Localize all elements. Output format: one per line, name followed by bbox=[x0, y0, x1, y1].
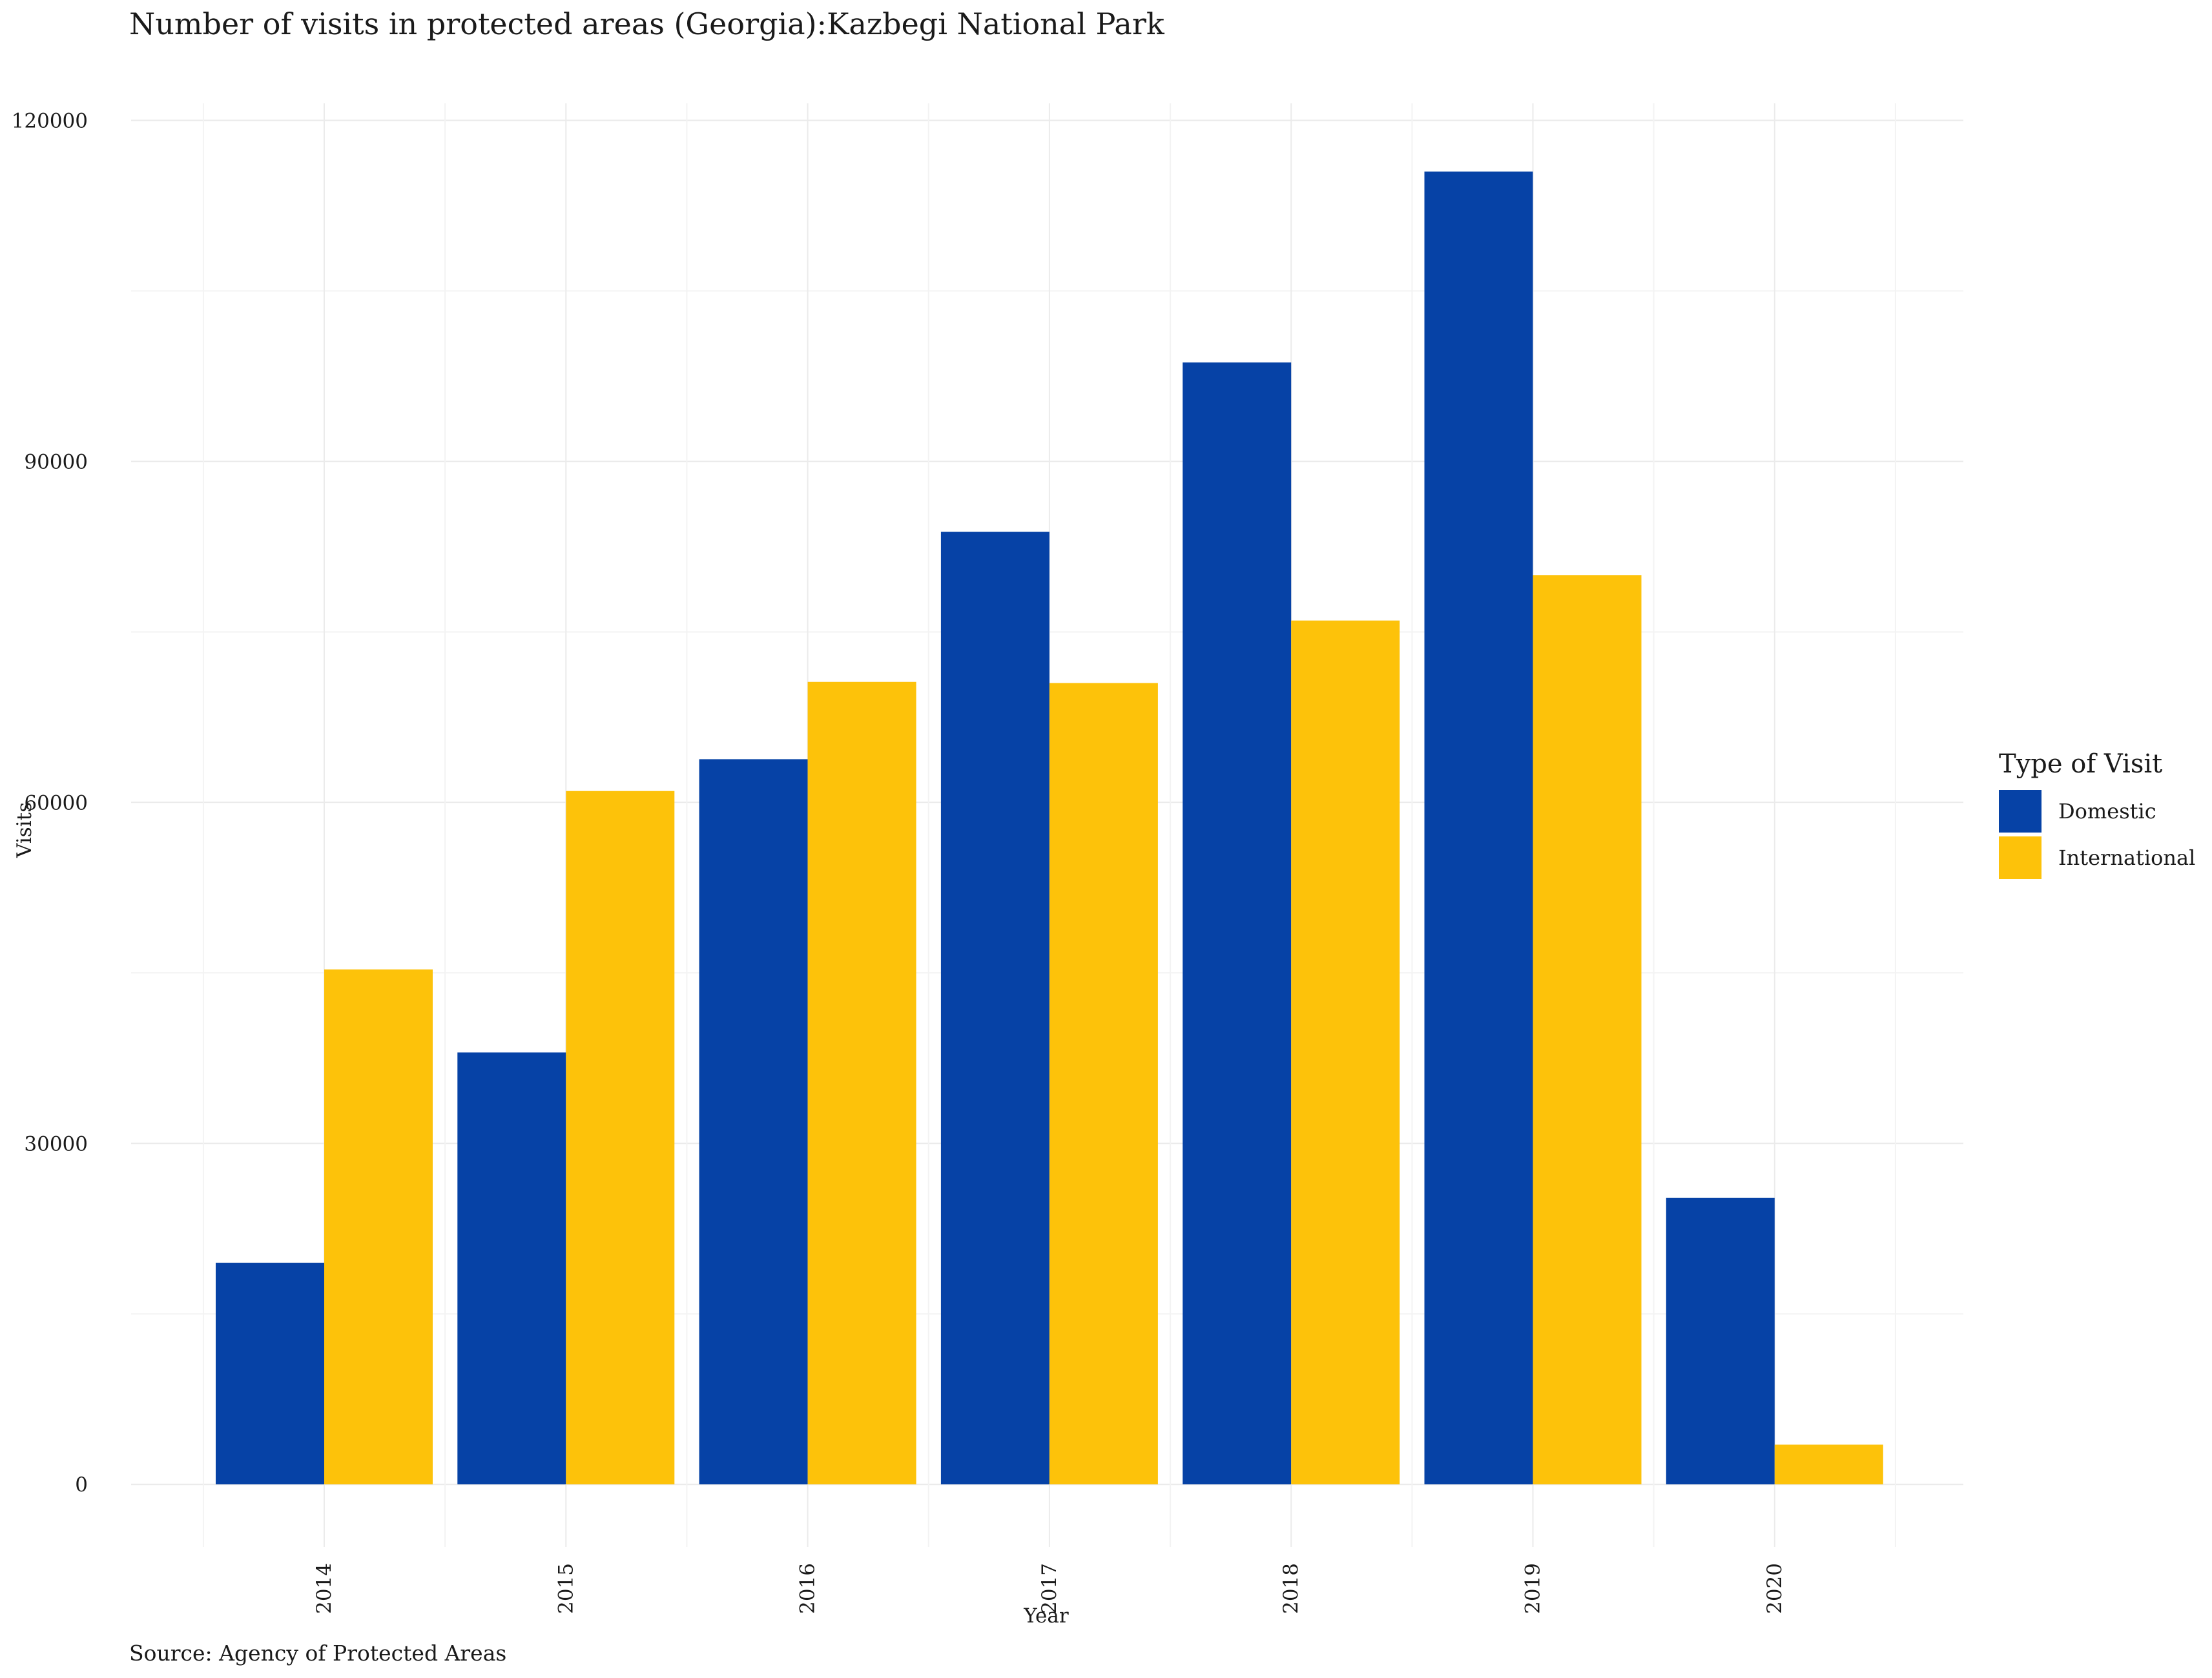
bar-domestic-2014 bbox=[216, 1263, 324, 1485]
x-tick-label: 2019 bbox=[1522, 1563, 1545, 1614]
y-axis-title: Visits bbox=[13, 802, 36, 858]
y-tick-labels: 0 30000 60000 90000 120000 bbox=[12, 109, 88, 1497]
bar-international-2015 bbox=[566, 791, 675, 1485]
x-tick-label: 2016 bbox=[796, 1563, 820, 1614]
bar-international-2020 bbox=[1774, 1444, 1883, 1485]
bar-international-2019 bbox=[1533, 575, 1642, 1485]
y-tick-label: 60000 bbox=[24, 791, 88, 814]
x-tick-label: 2018 bbox=[1279, 1563, 1303, 1614]
x-tick-label: 2020 bbox=[1763, 1563, 1786, 1614]
x-tick-label: 2017 bbox=[1038, 1563, 1061, 1614]
chart-title: Number of visits in protected areas (Geo… bbox=[129, 6, 1164, 41]
bar-domestic-2018 bbox=[1183, 362, 1292, 1485]
bar-domestic-2016 bbox=[699, 759, 808, 1485]
legend-swatch-international bbox=[1999, 836, 2041, 879]
x-tick-labels: 2014 2015 2016 2017 2018 2019 2020 bbox=[313, 1563, 1786, 1614]
y-tick-label: 90000 bbox=[24, 450, 88, 473]
bar-domestic-2017 bbox=[940, 532, 1049, 1485]
legend-title: Type of Visit bbox=[1999, 749, 2163, 779]
legend-label-international: International bbox=[2058, 845, 2196, 870]
legend-label-domestic: Domestic bbox=[2058, 799, 2156, 823]
chart-caption: Source: Agency of Protected Areas bbox=[129, 1641, 507, 1666]
x-tick-label: 2014 bbox=[313, 1563, 336, 1614]
bars bbox=[216, 171, 1883, 1485]
bar-domestic-2019 bbox=[1424, 171, 1533, 1485]
bar-international-2014 bbox=[324, 969, 433, 1485]
y-tick-label: 120000 bbox=[12, 109, 88, 132]
y-tick-label: 0 bbox=[75, 1473, 88, 1497]
bar-domestic-2015 bbox=[457, 1052, 566, 1485]
bar-international-2016 bbox=[807, 681, 916, 1485]
bar-international-2018 bbox=[1291, 620, 1400, 1485]
bar-international-2017 bbox=[1049, 683, 1158, 1485]
y-tick-label: 30000 bbox=[24, 1132, 88, 1155]
x-axis-title: Year bbox=[1023, 1604, 1069, 1628]
x-tick-label: 2015 bbox=[554, 1563, 577, 1614]
bar-domestic-2020 bbox=[1666, 1197, 1775, 1485]
legend-item-domestic: Domestic bbox=[1999, 788, 2195, 834]
legend-swatch-domestic bbox=[1999, 790, 2041, 833]
legend-item-international: International bbox=[1999, 834, 2195, 881]
legend: Type of Visit Domestic International bbox=[1999, 749, 2195, 881]
